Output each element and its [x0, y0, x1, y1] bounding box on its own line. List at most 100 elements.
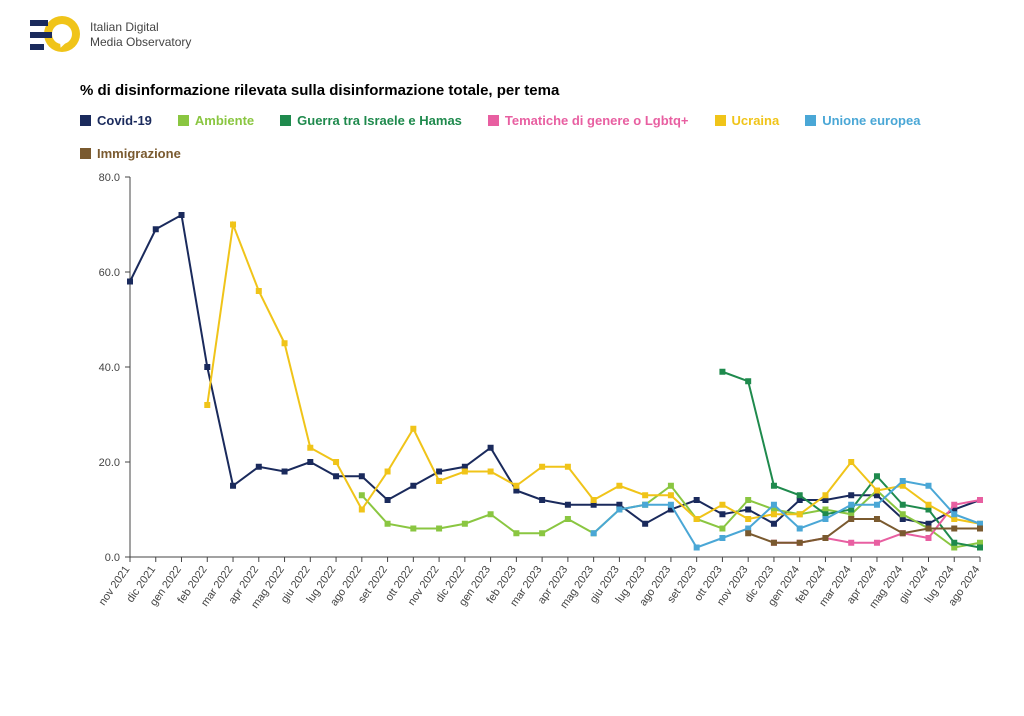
legend: Covid-19 Ambiente Guerra tra Israele e Ham… [80, 113, 940, 161]
series-marker-israele [797, 492, 803, 498]
series-marker-lgbtq [848, 540, 854, 546]
series-marker-lgbtq [977, 497, 983, 503]
series-marker-immigrazione [874, 516, 880, 522]
legend-item-ambiente: Ambiente [178, 113, 254, 128]
svg-text:80.0: 80.0 [99, 172, 120, 184]
series-marker-ucraina [591, 497, 597, 503]
series-marker-israele [771, 483, 777, 489]
series-marker-ucraina [925, 502, 931, 508]
series-marker-covid [127, 279, 133, 285]
legend-label: Unione europea [822, 113, 920, 128]
series-marker-ue [694, 545, 700, 551]
series-marker-ambiente [668, 483, 674, 489]
series-marker-ucraina [488, 469, 494, 475]
legend-swatch [80, 148, 91, 159]
legend-label: Covid-19 [97, 113, 152, 128]
legend-item-ucraina: Ucraina [715, 113, 780, 128]
page: Italian Digital Media Observatory % di d… [0, 0, 1024, 716]
series-marker-ue [642, 502, 648, 508]
series-marker-ucraina [797, 511, 803, 517]
series-marker-ambiente [359, 492, 365, 498]
series-marker-ambiente [565, 516, 571, 522]
series-marker-ucraina [745, 516, 751, 522]
series-marker-ucraina [719, 502, 725, 508]
series-marker-ue [668, 502, 674, 508]
legend-item-lgbtq: Tematiche di genere o Lgbtq+ [488, 113, 689, 128]
series-marker-covid [848, 492, 854, 498]
series-marker-ue [771, 502, 777, 508]
series-marker-ambiente [539, 530, 545, 536]
series-marker-covid [771, 521, 777, 527]
series-marker-covid [488, 445, 494, 451]
legend-label: Immigrazione [97, 146, 181, 161]
series-marker-ucraina [410, 426, 416, 432]
series-marker-immigrazione [745, 530, 751, 536]
series-marker-ambiente [719, 526, 725, 532]
svg-text:nov 2021: nov 2021 [97, 564, 133, 608]
series-marker-israele [719, 369, 725, 375]
series-marker-immigrazione [925, 526, 931, 532]
logo-text: Italian Digital Media Observatory [90, 20, 191, 50]
series-marker-ucraina [385, 469, 391, 475]
series-marker-ucraina [204, 402, 210, 408]
series-marker-immigrazione [977, 526, 983, 532]
legend-swatch [715, 115, 726, 126]
legend-label: Guerra tra Israele e Hamas [297, 113, 462, 128]
series-marker-ambiente [410, 526, 416, 532]
series-marker-immigrazione [951, 526, 957, 532]
legend-label: Ambiente [195, 113, 254, 128]
series-marker-ucraina [256, 288, 262, 294]
series-marker-covid [642, 521, 648, 527]
series-marker-immigrazione [900, 530, 906, 536]
series-marker-covid [333, 473, 339, 479]
series-marker-covid [179, 212, 185, 218]
legend-item-ue: Unione europea [805, 113, 920, 128]
legend-item-immigrazione: Immigrazione [80, 146, 181, 161]
series-marker-ue [951, 511, 957, 517]
series-marker-israele [874, 473, 880, 479]
legend-item-israele: Guerra tra Israele e Hamas [280, 113, 462, 128]
line-chart: 0.020.040.060.080.0nov 2021dic 2021gen 2… [80, 167, 990, 647]
series-marker-lgbtq [874, 540, 880, 546]
series-marker-israele [745, 378, 751, 384]
chart-title: % di disinformazione rilevata sulla disi… [80, 82, 994, 99]
series-marker-ucraina [668, 492, 674, 498]
series-marker-ambiente [462, 521, 468, 527]
series-marker-ue [616, 507, 622, 513]
series-marker-ucraina [230, 222, 236, 228]
legend-swatch [805, 115, 816, 126]
legend-label: Tematiche di genere o Lgbtq+ [505, 113, 689, 128]
legend-swatch [178, 115, 189, 126]
legend-swatch [280, 115, 291, 126]
series-marker-ucraina [642, 492, 648, 498]
svg-text:0.0: 0.0 [105, 552, 120, 564]
series-marker-ucraina [282, 340, 288, 346]
series-marker-israele [977, 545, 983, 551]
series-marker-ucraina [565, 464, 571, 470]
series-marker-covid [745, 507, 751, 513]
series-marker-ue [719, 535, 725, 541]
series-marker-ue [848, 502, 854, 508]
series-marker-ucraina [822, 492, 828, 498]
series-marker-immigrazione [848, 516, 854, 522]
series-marker-ucraina [848, 459, 854, 465]
series-marker-ucraina [694, 516, 700, 522]
series-marker-lgbtq [925, 535, 931, 541]
series-marker-covid [565, 502, 571, 508]
series-marker-israele [900, 502, 906, 508]
series-marker-covid [410, 483, 416, 489]
series-marker-covid [282, 469, 288, 475]
series-marker-covid [153, 226, 159, 232]
series-marker-ue [822, 516, 828, 522]
svg-text:60.0: 60.0 [99, 267, 120, 279]
series-marker-covid [694, 497, 700, 503]
series-marker-ue [797, 526, 803, 532]
series-marker-immigrazione [822, 535, 828, 541]
series-marker-covid [539, 497, 545, 503]
logo-icon [30, 18, 80, 52]
series-marker-ambiente [513, 530, 519, 536]
series-marker-covid [385, 497, 391, 503]
legend-item-covid: Covid-19 [80, 113, 152, 128]
series-marker-ucraina [333, 459, 339, 465]
legend-label: Ucraina [732, 113, 780, 128]
